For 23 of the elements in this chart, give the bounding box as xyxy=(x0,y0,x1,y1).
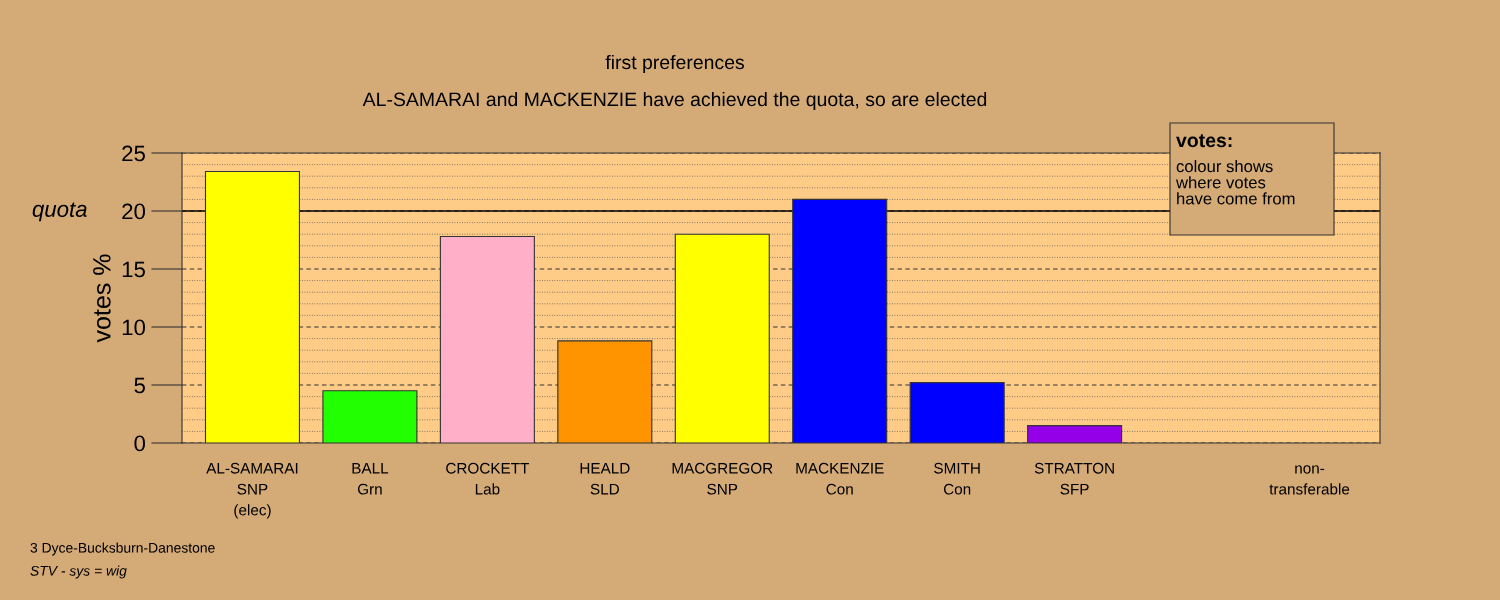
x-tick-label: HEALD SLD xyxy=(580,463,630,495)
chart-subtitle: AL-SAMARAI and MACKENZIE have achieved the quota, so are elected xyxy=(362,91,987,111)
x-tick-label: AL-SAMARAI SNP (elec) xyxy=(206,462,298,519)
text: STV - sys = wig xyxy=(30,565,127,579)
chart-title: first preferences xyxy=(605,54,745,74)
annotation: colour shows where votes have come from xyxy=(1175,160,1295,205)
x-tick-label: CROCKETT Lab xyxy=(446,462,530,495)
x-tick-label: non- transferable xyxy=(1269,465,1350,495)
y-tick-label: 15 xyxy=(122,261,145,278)
ref-line-label: quota xyxy=(32,202,87,222)
x-tick-label: MACKENZIE Con xyxy=(796,462,884,495)
y-axis-title: votes % xyxy=(93,254,111,343)
x-tick-label: SMITH Con xyxy=(934,462,980,495)
y-tick-label: 0 xyxy=(134,435,146,452)
y-tick-label: 20 xyxy=(122,203,146,220)
text: 3 Dyce-Bucksburn-Danestone xyxy=(30,542,215,556)
y-tick-label: 25 xyxy=(122,145,145,162)
y-tick-label: 10 xyxy=(122,319,146,336)
x-tick-label: BALL Grn xyxy=(352,463,389,495)
x-tick-label: MACGREGOR SNP xyxy=(672,462,773,495)
x-tick-label: STRATTON SFP xyxy=(1034,462,1114,495)
text: votes: xyxy=(1176,134,1232,148)
y-tick-label: 5 xyxy=(134,377,145,394)
